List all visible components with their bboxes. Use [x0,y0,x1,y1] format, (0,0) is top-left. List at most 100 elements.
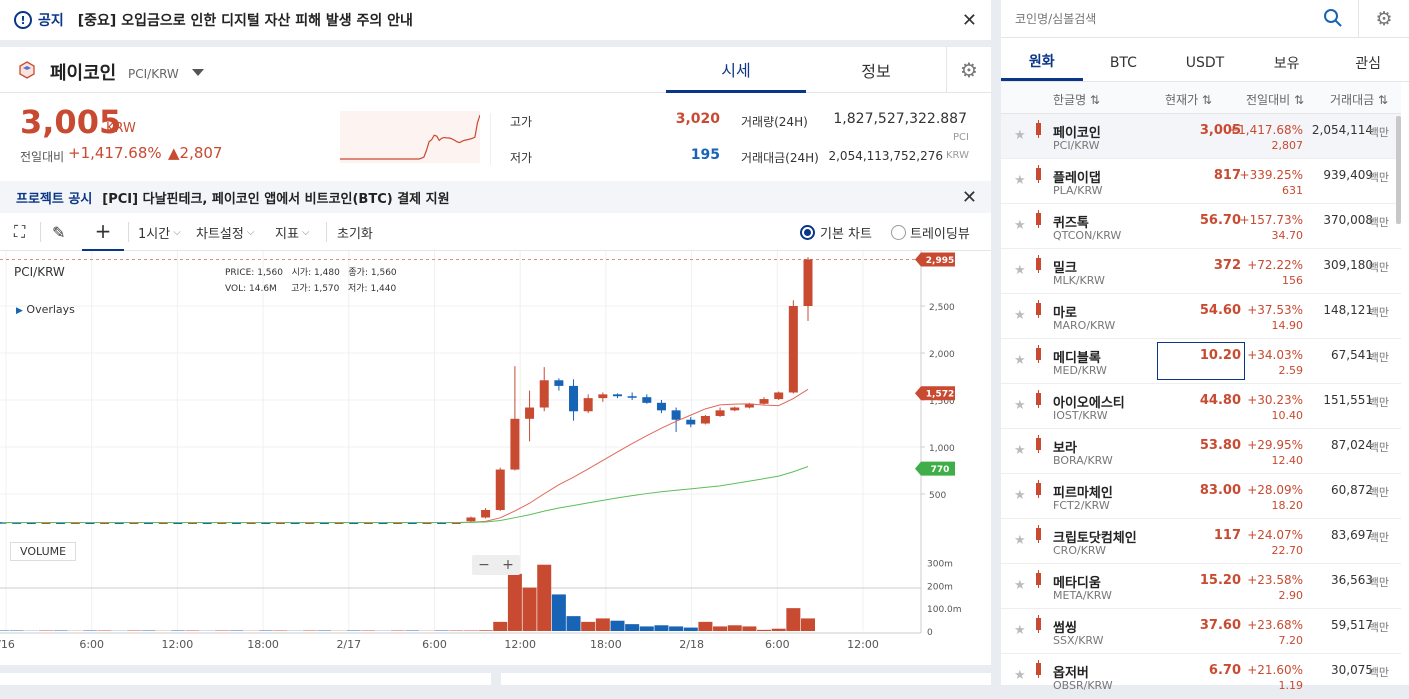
price-val: 1,560 [257,268,283,278]
tab-favorite[interactable]: 관심 [1327,44,1409,81]
indicator-dropdown[interactable]: 지표⌵ [275,213,310,251]
gear-icon[interactable]: ⚙ [946,47,991,93]
notice-bar[interactable]: ! 공지 [중요] 오입금으로 인한 디지털 자산 피해 발생 주의 안내 ✕ [0,0,991,40]
candle [584,398,593,411]
close-icon[interactable]: ✕ [962,187,977,208]
project-notice-bar[interactable]: 프로젝트 공시 [PCI] 다날핀테크, 페이코인 앱에서 비트코인(BTC) … [0,181,991,213]
coin-trade-amount: 59,517 [1331,618,1373,632]
tab-holding[interactable]: 보유 [1246,44,1328,81]
chevron-down-icon[interactable] [192,69,204,76]
basic-chart-radio[interactable]: 기본 차트 [800,213,872,251]
coin-price: 53.80 [1200,438,1241,453]
tab-usdt[interactable]: USDT [1164,44,1246,81]
divider [128,222,129,242]
coin-change-amt: 22.70 [1272,544,1304,557]
trade-amount-unit: 백만 [1369,529,1389,545]
star-icon[interactable]: ★ [1014,443,1026,458]
coin-pair: IOST/KRW [1053,409,1108,422]
x-tick-label: 12:00 [162,638,194,651]
col-amount[interactable]: 거래대금 ⇅ [1330,91,1388,108]
tab-info[interactable]: 정보 [806,47,946,93]
star-icon[interactable]: ★ [1014,218,1026,233]
col-name[interactable]: 한글명 ⇅ [1053,91,1100,108]
x-tick-label: 6:00 [79,638,104,651]
tab-price[interactable]: 시세 [666,47,806,93]
volume-bar [713,626,727,631]
candle [481,510,490,518]
reset-button[interactable]: 초기화 [337,213,373,251]
overlays-label: Overlays [26,303,75,316]
candles-layer [0,257,813,524]
close-label: 종가: [348,268,368,278]
search-input[interactable] [1015,8,1315,30]
x-tick-label: 12:00 [847,638,879,651]
tab-btc[interactable]: BTC [1083,44,1165,81]
coin-change-amt: 156 [1282,274,1303,287]
zoom-out-button[interactable]: − [478,557,490,573]
col-price[interactable]: 현재가 ⇅ [1165,91,1212,108]
coin-pair: PCI/KRW [1053,139,1100,152]
volume-tick-label: 200m [927,582,953,592]
col-change[interactable]: 전일대비 ⇅ [1246,91,1304,108]
candle [657,403,666,411]
volume-bar [493,622,507,631]
scrollbar[interactable] [1396,116,1401,224]
star-icon[interactable]: ★ [1014,398,1026,413]
pencil-icon[interactable]: ✎ [52,213,65,251]
mini-candle-icon [1036,123,1041,135]
zoom-in-button[interactable]: + [502,557,514,573]
coin-trade-amount: 370,008 [1323,213,1373,227]
chart-canvas[interactable]: 2,5002,0001,5001,000500300m200m100.0m0/1… [0,251,991,665]
market-column-header: 한글명 ⇅ 현재가 ⇅ 전일대비 ⇅ 거래대금 ⇅ [1001,82,1401,114]
tab-krw[interactable]: 원화 [1001,44,1083,81]
coin-change-pct: +72.22% [1247,258,1303,272]
project-notice-text[interactable]: [PCI] 다날핀테크, 페이코인 앱에서 비트코인(BTC) 결제 지원 [102,188,449,207]
star-icon[interactable]: ★ [1014,263,1026,278]
close-icon[interactable]: ✕ [962,10,977,31]
gear-icon[interactable]: ⚙ [1358,0,1409,38]
notice-text[interactable]: [중요] 오입금으로 인한 디지털 자산 피해 발생 주의 안내 [78,10,413,30]
star-icon[interactable]: ★ [1014,173,1026,188]
tradingview-radio[interactable]: 트레이딩뷰 [891,213,970,251]
candle [554,380,563,386]
volume-bar [772,629,786,631]
star-icon[interactable]: ★ [1014,308,1026,323]
star-icon[interactable]: ★ [1014,533,1026,548]
trade-amount-unit: 백만 [1369,484,1389,500]
star-icon[interactable]: ★ [1014,128,1026,143]
star-icon[interactable]: ★ [1014,353,1026,368]
candle [774,392,783,399]
crosshair-icon[interactable]: + [82,213,124,251]
high-label: 고가: [291,284,311,294]
volume-bar [786,608,800,631]
change-label: 전일대비 [20,148,64,165]
star-icon[interactable]: ★ [1014,578,1026,593]
candle [672,410,681,419]
candlestick-chart[interactable]: 2,5002,0001,5001,000500300m200m100.0m0/1… [0,251,991,665]
interval-dropdown[interactable]: 1시간⌵ [138,213,181,251]
volume-bar [801,618,815,631]
fullscreen-icon[interactable]: ⛶ [14,213,25,251]
star-icon[interactable]: ★ [1014,488,1026,503]
search-icon[interactable] [1323,8,1343,28]
chart-settings-dropdown[interactable]: 차트설정⌵ [196,213,254,251]
coin-trade-amount: 939,409 [1323,168,1373,182]
overlays-toggle[interactable]: ▶ Overlays [16,303,75,316]
notice-label: 공지 [38,10,64,30]
coin-price: 37.60 [1200,618,1241,633]
star-icon[interactable]: ★ [1014,668,1026,683]
coin-pair: MLK/KRW [1053,274,1105,287]
star-icon[interactable]: ★ [1014,623,1026,638]
